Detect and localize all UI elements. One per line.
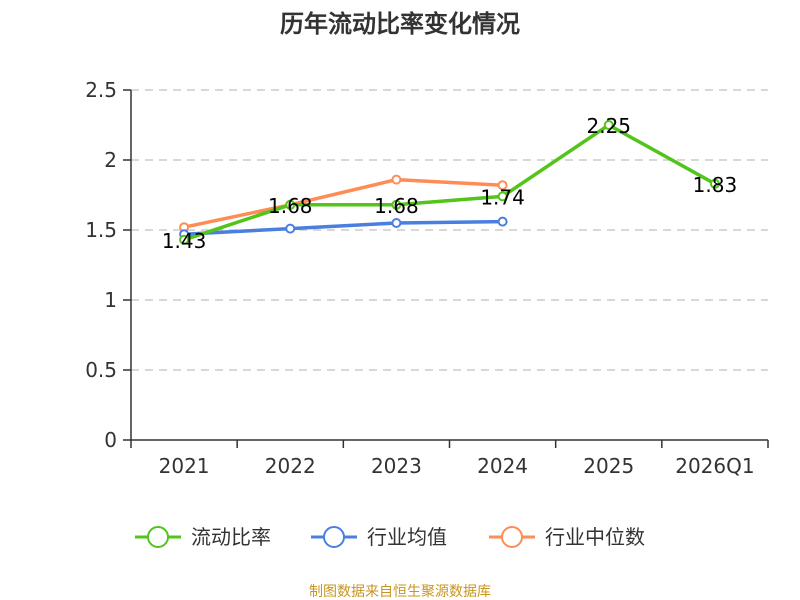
y-tick-label: 2 — [104, 148, 117, 172]
legend-marker — [323, 526, 345, 548]
data-label: 1.68 — [374, 194, 419, 218]
y-tick-label: 0 — [104, 428, 117, 452]
legend-label: 行业中位数 — [545, 525, 645, 549]
y-tick-label: 1.5 — [85, 218, 117, 242]
x-tick-label: 2021 — [159, 454, 210, 478]
data-point — [497, 216, 508, 227]
series-line — [183, 219, 503, 236]
y-tick-label: 2.5 — [85, 78, 117, 102]
data-point — [391, 218, 402, 228]
series-line — [183, 177, 503, 229]
source-note: 制图数据来自恒生聚源数据库 — [309, 584, 491, 600]
x-tick-label: 2026Q1 — [675, 454, 754, 478]
legend-label: 行业均值 — [367, 525, 447, 549]
chart-title: 历年流动比率变化情况 — [280, 10, 520, 38]
legend-item[interactable]: 行业均值 — [311, 525, 447, 549]
x-tick-label: 2022 — [265, 454, 316, 478]
data-label: 1.43 — [162, 229, 207, 253]
data-point — [709, 178, 720, 189]
data-point — [391, 199, 402, 210]
data-point — [285, 223, 296, 234]
legend-item[interactable]: 行业中位数 — [489, 525, 645, 549]
data-point — [285, 199, 296, 210]
data-label: 2.25 — [586, 114, 631, 138]
data-point — [497, 191, 508, 202]
x-tick-label: 2024 — [477, 454, 528, 478]
legend-marker — [501, 526, 523, 548]
legend-marker — [147, 526, 169, 548]
data-point — [179, 234, 190, 245]
legend-label: 流动比率 — [191, 525, 271, 549]
series-line — [183, 123, 716, 242]
data-label: 1.74 — [480, 185, 525, 209]
data-label: 1.83 — [693, 173, 738, 197]
data-label: 1.68 — [268, 194, 313, 218]
data-point — [603, 120, 614, 130]
legend-item[interactable]: 流动比率 — [135, 525, 271, 549]
y-tick-label: 1 — [104, 288, 117, 312]
data-point — [497, 180, 508, 191]
x-tick-label: 2025 — [583, 454, 634, 478]
y-tick-label: 0.5 — [85, 358, 117, 382]
x-tick-label: 2023 — [371, 454, 422, 478]
data-point — [391, 174, 402, 185]
